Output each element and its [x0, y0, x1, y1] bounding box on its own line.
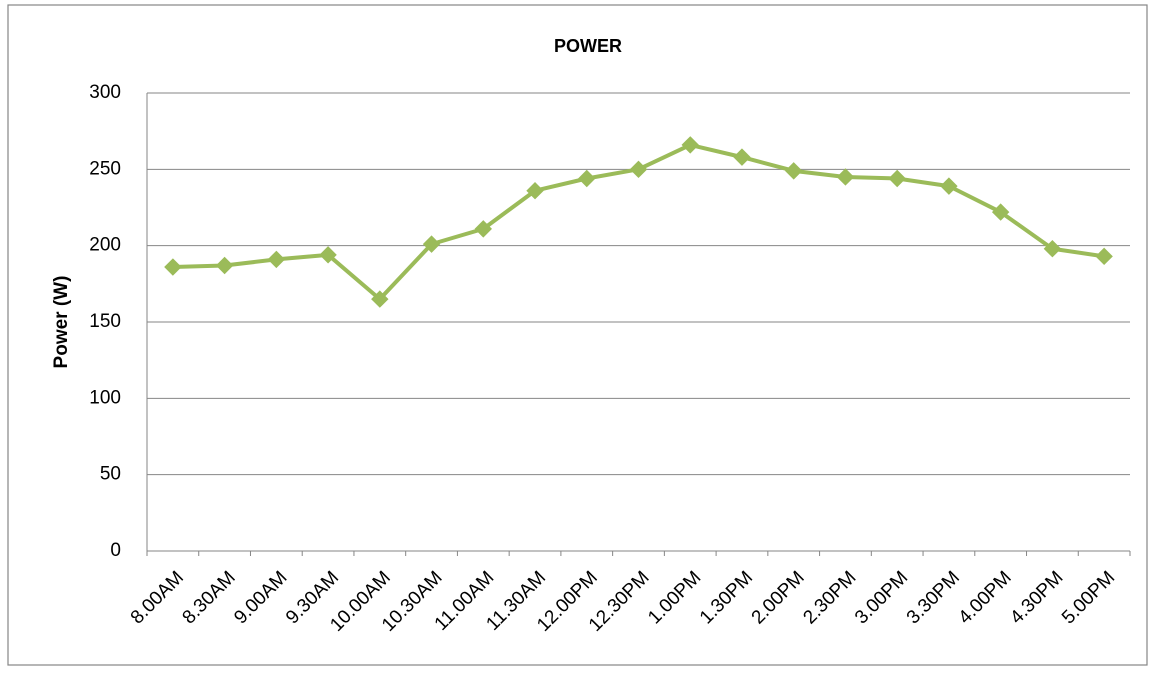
data-point [578, 169, 596, 188]
data-point [267, 250, 286, 269]
data-point [526, 181, 544, 200]
data-point [422, 235, 441, 253]
data-point [164, 258, 182, 276]
chart-frame [7, 4, 1148, 666]
data-point [785, 162, 803, 180]
y-tick-label: 100 [89, 387, 121, 408]
data-point [1095, 247, 1113, 266]
y-tick-label: 50 [100, 464, 121, 485]
data-point [319, 246, 337, 264]
data-point [629, 160, 648, 179]
data-point [681, 136, 699, 154]
y-tick-label: 0 [110, 540, 121, 561]
y-tick-label: 300 [89, 82, 121, 103]
data-point [940, 177, 958, 195]
data-point [215, 256, 234, 275]
y-tick-label: 200 [89, 235, 121, 256]
data-point [474, 220, 492, 238]
y-tick-label: 250 [89, 158, 121, 179]
data-point [991, 203, 1010, 221]
data-point [888, 169, 906, 188]
data-point [371, 290, 389, 308]
y-axis-label: Power (W) [51, 276, 72, 369]
data-point [836, 168, 855, 186]
y-tick-label: 150 [89, 311, 121, 332]
chart-title: POWER [554, 36, 622, 56]
data-point [1043, 240, 1062, 258]
data-point [733, 148, 751, 166]
